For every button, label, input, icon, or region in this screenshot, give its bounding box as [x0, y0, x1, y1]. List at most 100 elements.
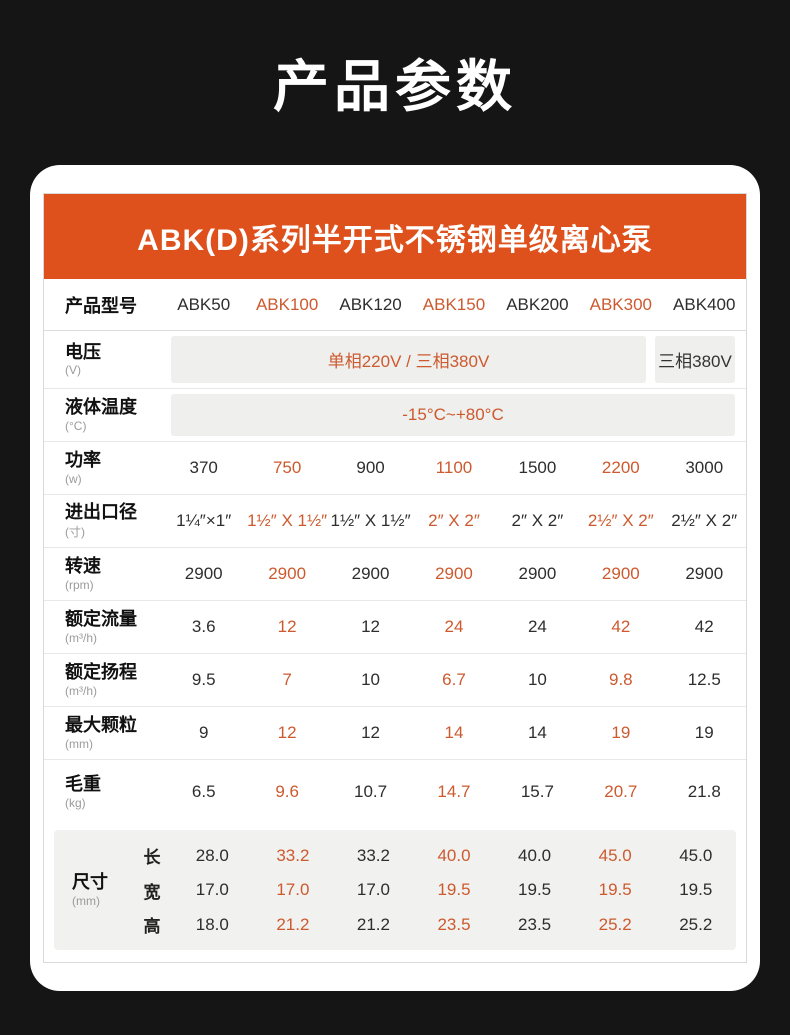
spec-cell: 6.5: [191, 782, 216, 801]
spec-cell: 9.6: [275, 782, 299, 801]
row-unit: (寸): [65, 525, 85, 540]
product-card: ABK(D)系列半开式不锈钢单级离心泵 产品型号 ABK50 ABK100 ABK1…: [30, 165, 760, 991]
dim-cell: 21.2: [276, 914, 310, 934]
header-label: 产品型号: [65, 295, 137, 316]
spec-cell: 42: [694, 617, 714, 636]
dim-row: 高 18.0 21.2 21.2 23.5 23.5 25.2 25.2: [132, 909, 736, 940]
dim-label: 宽: [143, 882, 161, 902]
dim-cell: 21.2: [356, 914, 390, 934]
spec-cell: 2½″ X 2″: [587, 511, 654, 530]
spec-cell: 370: [189, 458, 218, 477]
dimension-rows: 长 28.0 33.2 33.2 40.0 40.0 45.0 45.0 宽 17.0 17.0 17…: [132, 840, 736, 940]
dim-cells: 17.0 17.0 17.0 19.5 19.5 19.5 19.5: [172, 880, 736, 900]
merged-value-box: 单相220V / 三相380V: [171, 336, 646, 383]
spec-row: 功率 (w) 370 750 900 1100 1500 2200 3000: [44, 442, 746, 495]
row-unit: (m³/h): [65, 630, 97, 645]
dim-cell: 18.0: [195, 914, 229, 934]
spec-cell: 14: [444, 723, 464, 742]
spec-cell: 12.5: [687, 670, 721, 689]
spec-row: 转速 (rpm) 2900 2900 2900 2900 2900 2900 2900: [44, 548, 746, 601]
rows-container: 电压 (V) 单相220V / 三相380V 三相380V 液体温度 (°C) -15°C~…: [44, 331, 746, 824]
spec-cell: 12: [361, 723, 381, 742]
row-cells: 370 750 900 1100 1500 2200 3000: [162, 458, 746, 478]
row-name: 毛重: [65, 774, 101, 795]
row-cells: 9 12 12 14 14 19 19: [162, 723, 746, 743]
spec-row: 进出口径 (寸) 1¼″×1″ 1½″ X 1½″ 1½″ X 1½″ 2″ X 2″ 2″…: [44, 495, 746, 548]
spec-cell: 2900: [601, 564, 640, 583]
header-models: ABK50 ABK100 ABK120 ABK150 ABK200 ABK300 ABK40…: [162, 295, 746, 315]
spec-cell: 900: [356, 458, 385, 477]
dim-label: 长: [143, 848, 161, 867]
spec-cell: 20.7: [604, 782, 638, 801]
row-name: 功率: [65, 450, 101, 471]
row-cells: 9.5 7 10 6.7 10 9.8 12.5: [162, 670, 746, 690]
spec-row: 电压 (V) 单相220V / 三相380V 三相380V: [44, 331, 746, 389]
dim-cell: 28.0: [195, 845, 229, 865]
row-unit: (rpm): [65, 577, 94, 592]
spec-cell: 2900: [351, 564, 390, 583]
spec-cell: 12: [277, 723, 297, 742]
dim-cells: 18.0 21.2 21.2 23.5 23.5 25.2 25.2: [172, 915, 736, 935]
row-name: 进出口径: [65, 501, 137, 522]
header-model: ABK100: [255, 294, 319, 314]
row-cells: 2900 2900 2900 2900 2900 2900 2900: [162, 564, 746, 584]
spec-row: 额定流量 (m³/h) 3.6 12 12 24 24 42 42: [44, 601, 746, 654]
row-unit: (w): [65, 471, 82, 486]
dim-label: 高: [143, 917, 161, 936]
spec-cell: 10: [527, 670, 547, 689]
dim-cell: 17.0: [195, 880, 229, 899]
row-label: 最大颗粒 (mm): [44, 715, 162, 751]
spec-table: ABK(D)系列半开式不锈钢单级离心泵 产品型号 ABK50 ABK100 ABK1…: [43, 193, 747, 963]
spec-cell: 19: [611, 723, 631, 742]
spec-cell: 9.8: [609, 670, 633, 689]
dim-cell: 33.2: [276, 845, 310, 865]
row-cells: 3.6 12 12 24 24 42 42: [162, 617, 746, 637]
spec-cell: 2900: [435, 564, 473, 583]
spec-cell: 24: [444, 617, 464, 636]
row-cells: 1¼″×1″ 1½″ X 1½″ 1½″ X 1½″ 2″ X 2″ 2″ X 2″ 2½…: [162, 511, 746, 531]
spec-cell: 3.6: [191, 617, 216, 636]
dim-cell: 19.5: [598, 880, 632, 899]
row-name: 额定流量: [65, 609, 137, 630]
row-label: 液体温度 (°C): [44, 397, 162, 433]
spec-cell: 2″ X 2″: [428, 511, 480, 530]
header-model: ABK50: [177, 294, 231, 314]
dim-cell: 19.5: [437, 880, 471, 899]
spec-cell: 19: [694, 723, 714, 742]
spec-row: 液体温度 (°C) -15°C~+80°C: [44, 389, 746, 442]
spec-cell: 2900: [518, 564, 557, 583]
dim-cell: 25.2: [598, 914, 632, 934]
dim-cell: 23.5: [437, 914, 471, 934]
header-model: ABK120: [339, 294, 402, 314]
dimension-block: 尺寸 (mm) 长 28.0 33.2 33.2 40.0 40.0 45.0 45.0 宽 17…: [54, 830, 736, 950]
dim-cell: 17.0: [356, 880, 390, 899]
row-label: 毛重 (kg): [44, 774, 162, 810]
table-header-row: 产品型号 ABK50 ABK100 ABK120 ABK150 ABK200 ABK300…: [44, 279, 746, 331]
row-name: 转速: [65, 556, 101, 577]
header-model: ABK200: [506, 294, 569, 314]
row-label: 额定流量 (m³/h): [44, 609, 162, 645]
header-model: ABK400: [673, 294, 736, 314]
spec-cell: 12: [361, 617, 381, 636]
header-model: ABK300: [589, 294, 653, 314]
row-unit: (°C): [65, 418, 87, 433]
row-label: 进出口径 (寸): [44, 502, 162, 541]
spec-cell: 1½″ X 1½″: [247, 511, 328, 530]
spec-cell: 9: [198, 723, 209, 742]
spec-cell: 1100: [435, 458, 473, 477]
spec-cell: 24: [527, 617, 547, 636]
spec-cell: 2″ X 2″: [511, 511, 564, 530]
row-label: 功率 (w): [44, 450, 162, 486]
row-name: 液体温度: [65, 397, 137, 418]
spec-cell: 2900: [685, 564, 724, 583]
spec-cell: 9.5: [191, 670, 216, 689]
spec-cell: 15.7: [520, 782, 554, 801]
row-cells: 6.5 9.6 10.7 14.7 15.7 20.7 21.8: [162, 782, 746, 802]
spec-cell: 10.7: [354, 782, 388, 801]
row-unit: (kg): [65, 795, 86, 810]
dim-cell: 33.2: [356, 845, 390, 865]
spec-cell: 2½″ X 2″: [671, 511, 738, 530]
row-name: 额定扬程: [65, 662, 137, 683]
spec-cell: 3000: [685, 458, 724, 477]
